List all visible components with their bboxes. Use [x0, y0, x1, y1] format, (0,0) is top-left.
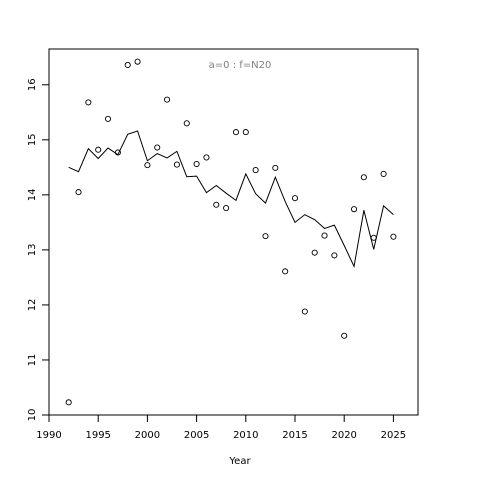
data-point	[75, 189, 82, 196]
x-axis: 1990 1995 2000 2005 2010 2015 2020 2025	[36, 414, 406, 441]
data-point	[360, 174, 367, 181]
data-point	[242, 129, 249, 136]
data-point	[282, 268, 289, 275]
data-point	[380, 170, 387, 177]
data-point	[370, 234, 377, 241]
series-points-group	[65, 58, 397, 406]
x-tick-label: 2010	[233, 430, 258, 441]
data-point	[341, 332, 348, 339]
data-point	[272, 164, 279, 171]
y-axis: 10 11 12 13 14 15 16	[27, 78, 50, 422]
data-point	[232, 129, 240, 136]
y-tick-label: 15	[27, 133, 38, 146]
data-point	[203, 154, 210, 161]
data-point	[252, 167, 259, 174]
y-tick-label: 12	[27, 299, 38, 312]
data-point	[65, 399, 72, 406]
data-point	[350, 206, 358, 213]
data-point	[262, 233, 269, 240]
data-point	[85, 99, 92, 106]
series-line-group	[68, 130, 394, 269]
data-point	[114, 149, 121, 156]
x-tick-label: 2025	[381, 430, 406, 441]
y-tick-label: 14	[27, 188, 38, 201]
y-tick-label: 11	[27, 354, 38, 367]
data-point	[164, 96, 171, 103]
x-tick-label: 2015	[282, 430, 307, 441]
x-tick-label: 2000	[135, 430, 160, 441]
data-point	[134, 58, 141, 65]
x-tick-label: 1995	[85, 430, 110, 441]
data-point	[193, 160, 200, 168]
x-axis-title: Year	[228, 456, 251, 467]
data-point	[95, 146, 102, 153]
data-point	[291, 195, 299, 202]
data-point	[390, 233, 397, 240]
data-point	[213, 201, 220, 208]
data-point	[183, 120, 190, 127]
data-point	[173, 161, 180, 168]
data-point	[104, 115, 112, 122]
data-point	[124, 61, 131, 69]
data-point	[301, 308, 308, 315]
data-point	[223, 205, 230, 212]
fitted-line	[68, 130, 394, 269]
plot-frame	[48, 48, 419, 416]
chart-annotation: a=0 : f=N20	[209, 60, 272, 71]
data-point	[144, 162, 151, 169]
data-point	[331, 252, 338, 259]
y-tick-label: 13	[27, 244, 38, 257]
data-point	[321, 232, 328, 239]
x-tick-label: 2005	[184, 430, 209, 441]
y-tick-label: 16	[27, 78, 38, 91]
data-point	[154, 144, 161, 151]
y-tick-label: 10	[27, 409, 38, 422]
x-tick-label: 1990	[36, 430, 61, 441]
x-tick-label: 2020	[331, 430, 356, 441]
data-point	[311, 249, 318, 256]
